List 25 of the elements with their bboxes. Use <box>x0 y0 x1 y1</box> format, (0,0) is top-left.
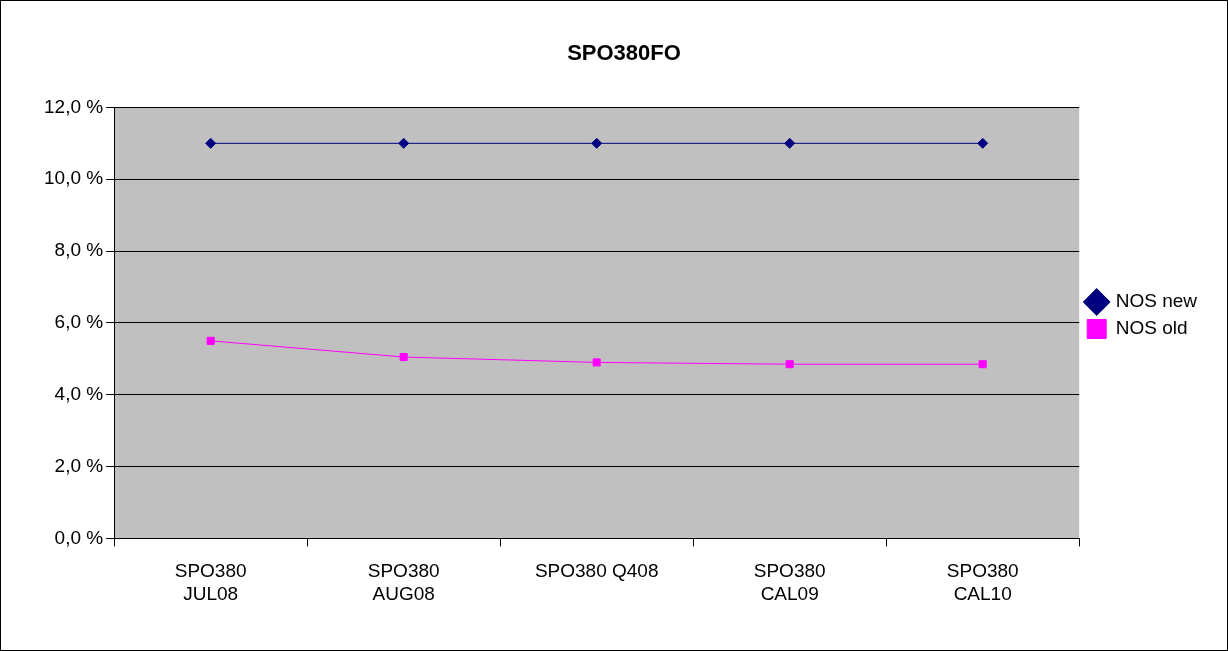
legend-label: NOS old <box>1115 317 1188 339</box>
point <box>785 360 794 369</box>
point <box>591 137 603 149</box>
x-tick-label: SPO380 JUL08 <box>174 560 247 604</box>
y-tick-label: 10,0 % <box>44 167 104 189</box>
y-tick-label: 0,0 % <box>54 526 104 548</box>
x-tick-label: SPO380 CAL09 <box>753 560 826 604</box>
y-tick-label: 4,0 % <box>54 382 104 404</box>
y-tick-label: 8,0 % <box>54 239 104 261</box>
point <box>399 352 408 362</box>
chart-title: SPO380FO <box>567 40 681 66</box>
point <box>205 137 217 149</box>
legend-label: NOS new <box>1115 290 1198 312</box>
point <box>978 360 987 369</box>
y-tick-label: 2,0 % <box>54 454 104 476</box>
x-tick-label: SPO380 CAL10 <box>946 560 1019 604</box>
point <box>592 358 601 367</box>
y-tick-label: 12,0 % <box>44 95 104 117</box>
point <box>206 336 215 345</box>
y-tick-label: 6,0 % <box>54 311 104 333</box>
point <box>784 137 796 149</box>
x-tick-label: SPO380 Q408 <box>534 560 659 582</box>
point <box>977 137 989 149</box>
point <box>398 137 410 149</box>
x-tick-label: SPO380 AUG08 <box>367 560 440 604</box>
